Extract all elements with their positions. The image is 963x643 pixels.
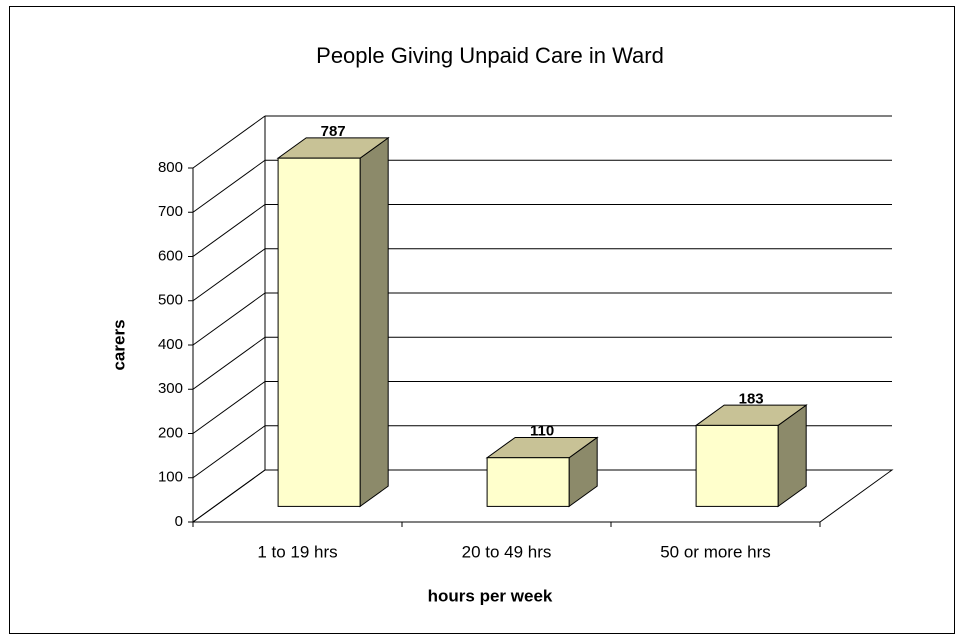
grid-line (192, 425, 266, 479)
grid-line (192, 292, 266, 346)
y-tick-label: 700 (158, 203, 183, 220)
grid-line (192, 115, 266, 169)
x-axis-label: hours per week (428, 586, 553, 605)
grid-line (192, 204, 266, 257)
value-label: 110 (530, 423, 554, 440)
y-tick-label: 400 (158, 336, 183, 353)
y-tick-label: 300 (158, 380, 183, 397)
bar (695, 424, 779, 507)
grid-line (192, 469, 266, 523)
x-tick-label: 20 to 49 hrs (462, 542, 552, 561)
grid-line (192, 159, 266, 213)
x-tick-label: 50 or more hrs (660, 542, 771, 561)
y-axis-label: carers (109, 319, 128, 370)
chart-title: People Giving Unpaid Care in Ward (316, 43, 664, 68)
grid-line (192, 248, 266, 302)
bar (486, 457, 570, 507)
bar-side (359, 136, 389, 508)
y-tick-label: 0 (175, 513, 183, 530)
value-label: 183 (739, 390, 764, 407)
y-tick-label: 600 (158, 247, 183, 264)
chart-border (9, 6, 955, 634)
grid-line (192, 381, 266, 434)
x-tick-label: 1 to 19 hrs (257, 542, 337, 561)
y-tick-label: 200 (158, 424, 183, 441)
y-tick-label: 800 (158, 159, 183, 176)
grid-line (192, 336, 266, 390)
y-tick-label: 100 (158, 469, 183, 486)
value-label: 787 (321, 123, 346, 140)
bar (277, 157, 361, 507)
y-tick-label: 500 (158, 292, 183, 309)
